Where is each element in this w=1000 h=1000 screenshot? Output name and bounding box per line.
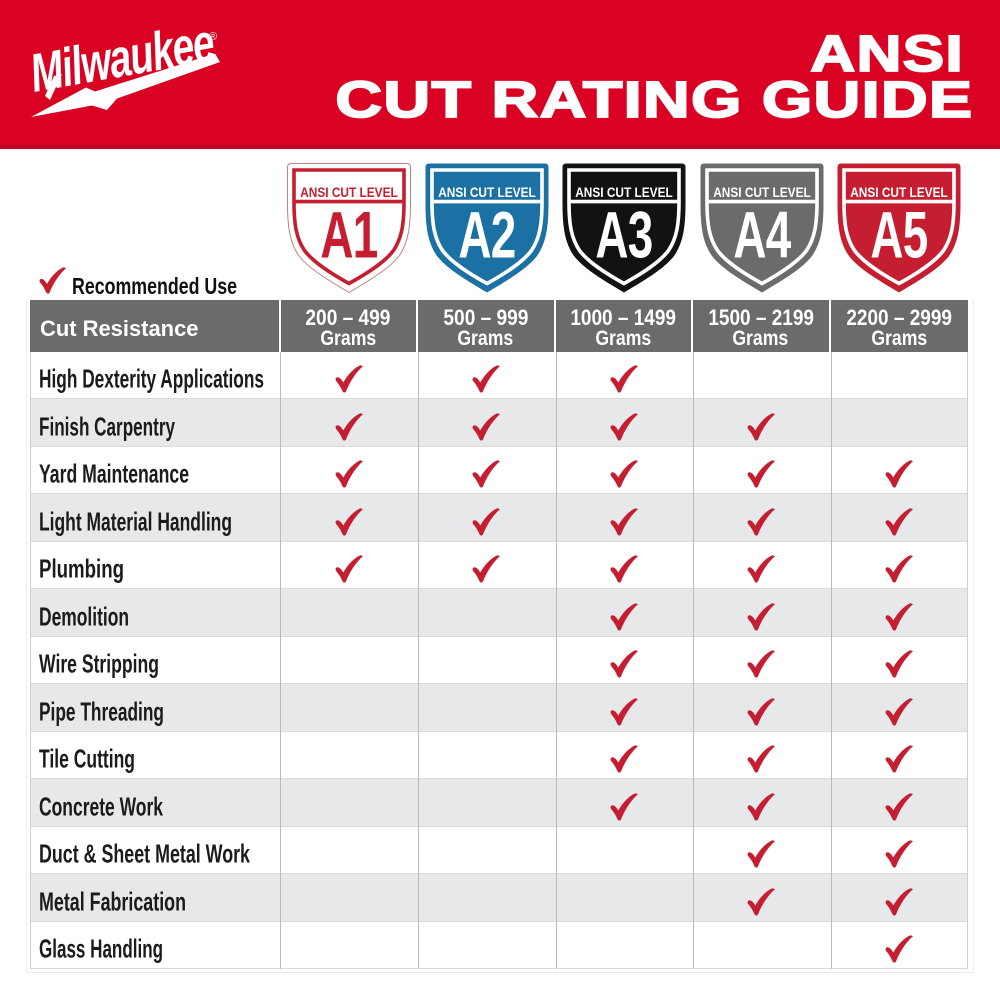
svg-text:ANSI CUT LEVEL: ANSI CUT LEVEL <box>300 184 398 200</box>
svg-text:A5: A5 <box>871 198 928 271</box>
svg-text:ANSI CUT LEVEL: ANSI CUT LEVEL <box>438 184 536 200</box>
svg-text:A4: A4 <box>733 198 791 271</box>
svg-text:ANSI CUT LEVEL: ANSI CUT LEVEL <box>713 184 811 200</box>
svg-text:®: ® <box>209 31 217 43</box>
svg-text:A1: A1 <box>321 198 378 271</box>
svg-text:A2: A2 <box>458 198 515 271</box>
svg-text:ANSI CUT LEVEL: ANSI CUT LEVEL <box>575 184 673 200</box>
svg-text:ANSI CUT LEVEL: ANSI CUT LEVEL <box>850 184 948 200</box>
svg-text:A3: A3 <box>596 198 653 271</box>
